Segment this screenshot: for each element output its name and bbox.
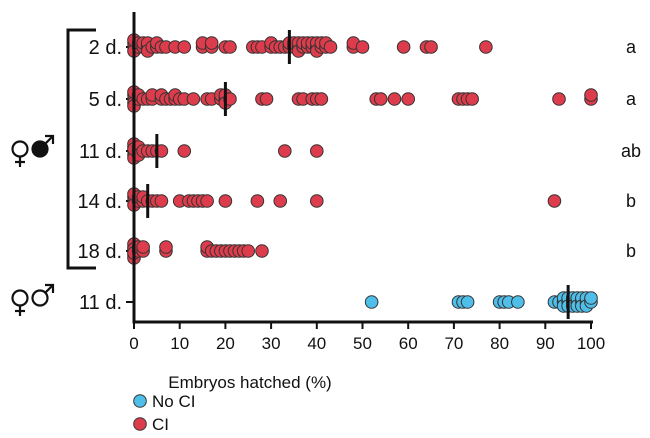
data-point-ci [310, 194, 324, 208]
data-point-ci [310, 144, 324, 158]
data-point-ci [314, 92, 329, 106]
data-point-ci [396, 40, 411, 54]
data-point-ci [177, 144, 192, 158]
significance-label: b [626, 241, 636, 261]
legend-label: CI [152, 415, 169, 434]
female-male-symbol [11, 283, 55, 316]
data-point-ci [218, 194, 233, 208]
data-point-ci [186, 92, 201, 106]
data-point-ci [278, 144, 292, 158]
significance-label: b [626, 191, 636, 211]
data-point-ci [547, 194, 562, 208]
row-labels: 2 d. 5 d. 11 d. 14 d. 18 d. 11 d. [78, 37, 134, 314]
row-label: 18 d. [78, 241, 122, 263]
row-label: 5 d. [89, 89, 122, 111]
x-tick-label: 50 [353, 334, 372, 353]
data-point-ci [465, 92, 479, 106]
group-symbols [11, 134, 55, 316]
x-ticks: 0 10 20 30 40 50 60 70 80 90 100 [129, 322, 605, 353]
data-point-ci [273, 194, 288, 208]
legend-label: No CI [152, 392, 195, 411]
row-label: 14 d. [78, 191, 122, 213]
row-label: 11 d. [79, 141, 122, 163]
x-tick-label: 40 [307, 334, 326, 353]
median-lines [132, 30, 570, 319]
x-tick-label: 10 [170, 334, 189, 353]
legend: No CI CI [133, 392, 195, 434]
data-point-ci [200, 194, 214, 208]
legend-marker-no-ci [133, 394, 147, 408]
row-label: 2 d. [89, 37, 122, 59]
significance-label: a [626, 37, 637, 57]
data-point-ci [136, 240, 150, 254]
group-bracket [66, 28, 96, 270]
legend-marker-ci [133, 417, 147, 431]
female-infected-male-symbol [11, 134, 55, 167]
x-tick-label: 20 [216, 334, 235, 353]
x-tick-label: 0 [129, 334, 138, 353]
data-point-no-ci [364, 295, 379, 309]
data-point-ci [159, 240, 173, 254]
row-label: 11 d. [79, 292, 122, 314]
axes [132, 12, 593, 324]
data-point-ci [241, 244, 256, 258]
group-bracket-line [66, 28, 96, 270]
x-axis-title: Embryos hatched (%) [168, 373, 331, 392]
data-points [127, 33, 598, 313]
x-tick-label: 30 [262, 334, 281, 353]
data-point-ci [323, 40, 338, 54]
data-point-ci [479, 40, 493, 54]
data-point-ci [355, 40, 370, 54]
significance-label: a [626, 89, 637, 109]
data-point-ci [401, 92, 416, 106]
x-tick-label: 90 [536, 334, 555, 353]
significance-labels: a a ab b b [621, 37, 641, 261]
x-tick-label: 80 [490, 334, 509, 353]
data-point-no-ci [511, 295, 525, 309]
data-point-no-ci [460, 295, 475, 309]
data-point-ci [424, 40, 438, 54]
data-point-ci [373, 92, 388, 106]
data-point-ci [387, 92, 402, 106]
data-point-ci [255, 244, 269, 258]
x-tick-label: 70 [444, 334, 463, 353]
data-point-ci [177, 40, 192, 54]
x-tick-label: 100 [577, 334, 605, 353]
significance-label: ab [621, 141, 641, 161]
data-point-ci [223, 40, 237, 54]
data-point-ci [584, 88, 598, 102]
data-point-no-ci [584, 291, 598, 305]
data-point-ci [552, 92, 566, 106]
data-point-ci [250, 194, 265, 208]
data-point-ci [259, 92, 274, 106]
data-point-ci [204, 36, 219, 50]
x-tick-label: 60 [399, 334, 418, 353]
data-point-ci [154, 194, 169, 208]
